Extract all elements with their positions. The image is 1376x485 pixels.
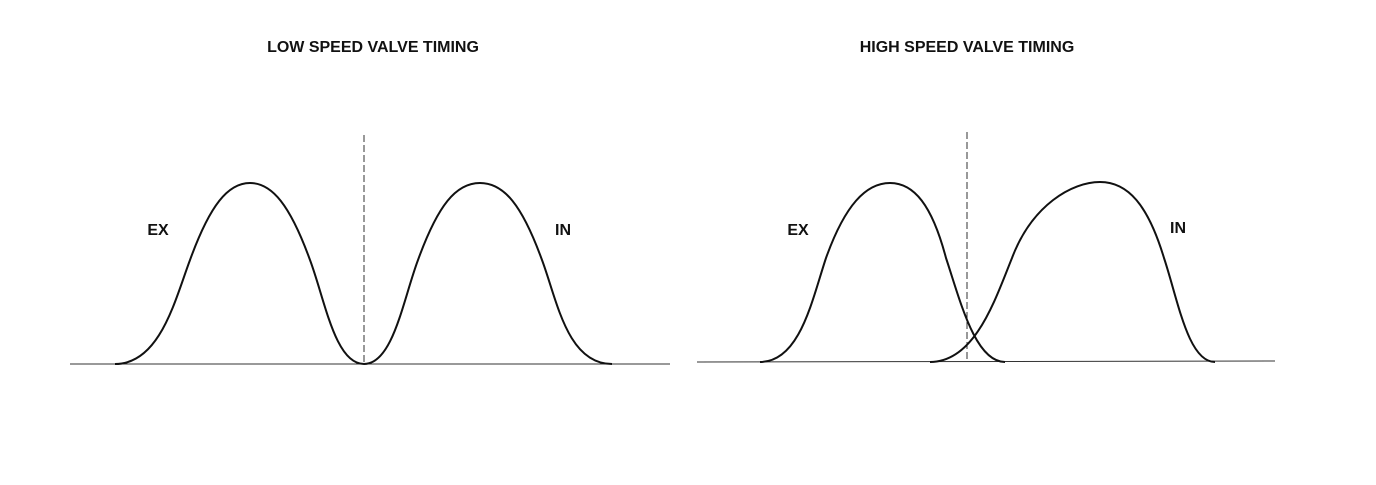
intake-label: IN [1170, 220, 1186, 237]
intake-label: IN [555, 222, 571, 239]
exhaust-label: EX [147, 222, 169, 239]
exhaust-label: EX [787, 222, 809, 239]
high-speed-panel: HIGH SPEED VALVE TIMING EX IN [696, 39, 1276, 363]
exhaust-curve [759, 181, 1006, 363]
intake-curve [363, 181, 613, 365]
baseline [696, 360, 1276, 363]
intake-curve [929, 180, 1216, 363]
panel-title: LOW SPEED VALVE TIMING [267, 39, 479, 56]
panel-title: HIGH SPEED VALVE TIMING [860, 39, 1075, 56]
exhaust-curve [114, 181, 365, 365]
low-speed-panel: LOW SPEED VALVE TIMING EX IN [70, 39, 670, 365]
